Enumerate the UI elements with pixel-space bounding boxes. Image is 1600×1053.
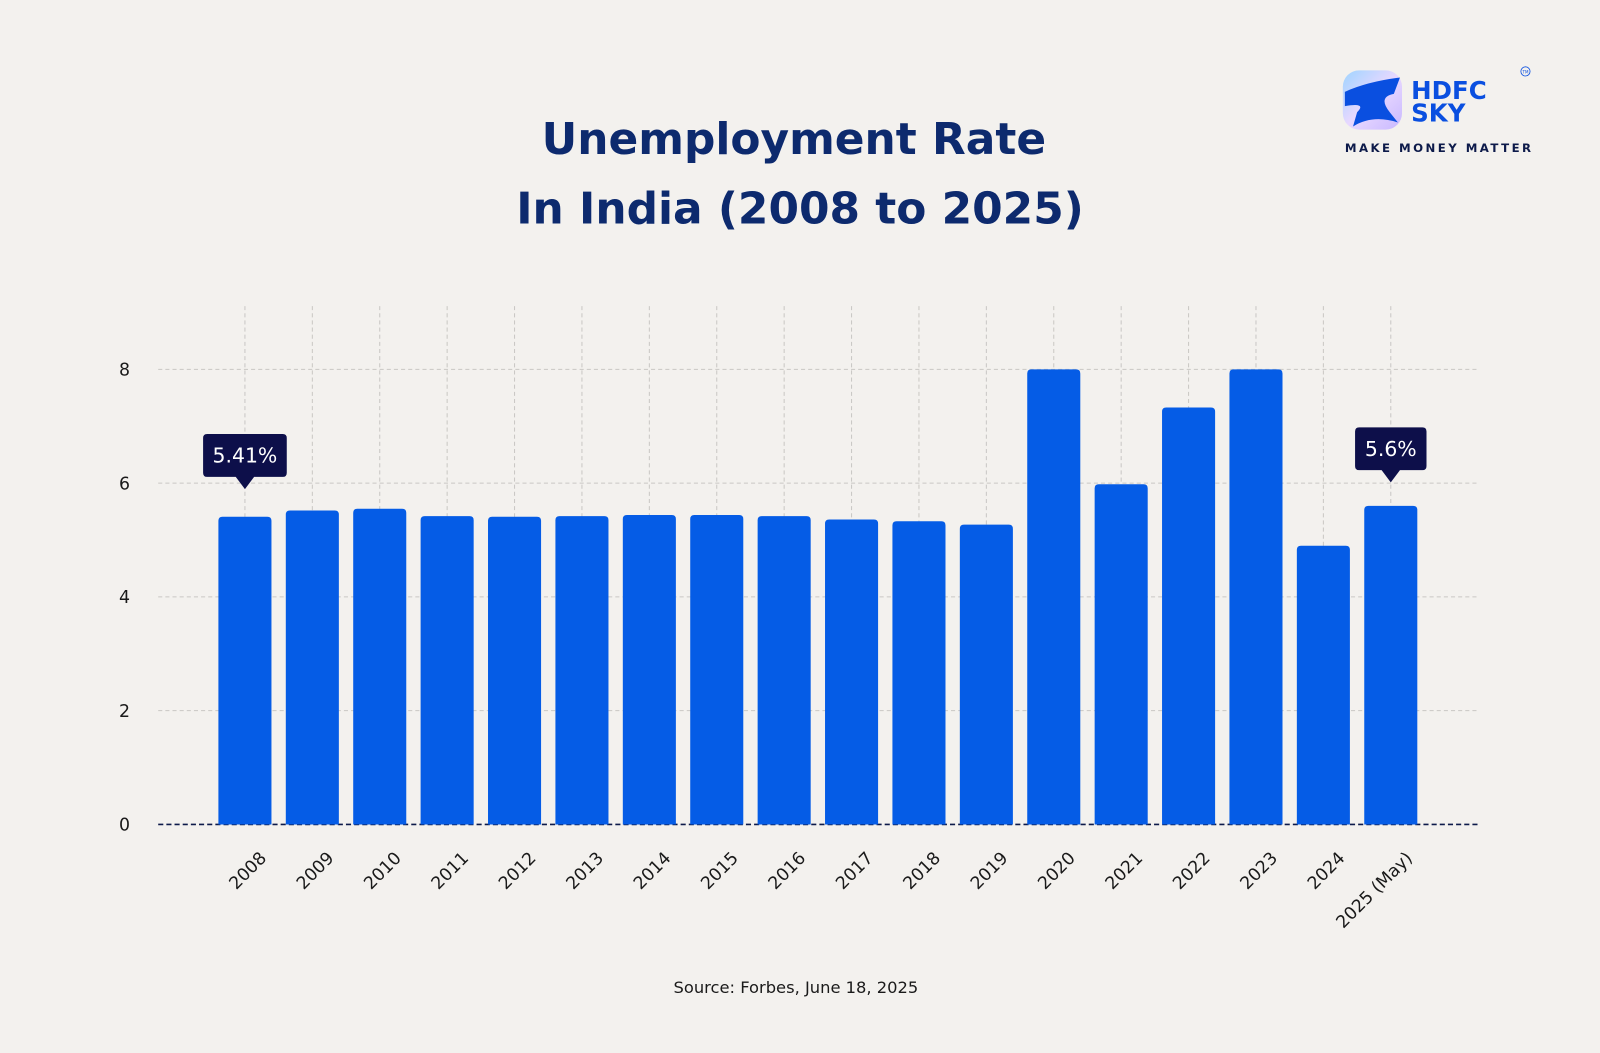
y-tick-label: 0 <box>119 816 130 836</box>
annotation-tooltip: 5.41% <box>203 434 287 490</box>
x-tick-label: 2012 <box>495 849 540 894</box>
bar-2009 <box>285 510 339 825</box>
bar-2012 <box>488 516 542 825</box>
bar-2010 <box>353 508 407 825</box>
x-tick-label: 2016 <box>765 849 810 894</box>
bar-2016 <box>757 516 811 825</box>
trademark-mark: TM <box>1521 69 1528 74</box>
bar-2014 <box>622 514 676 825</box>
x-tick-label: 2008 <box>226 849 271 894</box>
chart-title-line1: Unemployment Rate <box>542 114 1046 165</box>
brand-name-line1: HDFC <box>1411 76 1486 105</box>
annotation-label: 5.41% <box>213 444 278 468</box>
y-tick-label: 2 <box>119 702 130 722</box>
hdfc-sky-logo: HDFC SKY TM MAKE MONEY MATTER <box>1342 66 1534 155</box>
brand-name-line2: SKY <box>1411 98 1466 127</box>
annotations: 5.41% 5.6% <box>203 427 1427 490</box>
x-tick-label: 2020 <box>1034 849 1079 894</box>
brand-tagline: MAKE MONEY MATTER <box>1345 141 1534 155</box>
bar-2020 <box>1027 369 1081 825</box>
source-note: Source: Forbes, June 18, 2025 <box>674 978 919 997</box>
bar-2011 <box>420 516 474 825</box>
bar-2013 <box>555 516 609 825</box>
bar-2021 <box>1094 484 1148 825</box>
chart-title-line2: In India (2008 to 2025) <box>516 183 1084 234</box>
bar-2018 <box>892 521 946 825</box>
x-tick-label: 2015 <box>697 849 742 894</box>
annotation-tooltip-box <box>203 434 287 490</box>
annotation-tooltip-box <box>1355 427 1427 483</box>
x-tick-label: 2013 <box>563 849 608 894</box>
bar-2025-may <box>1364 505 1418 825</box>
bar-2017 <box>825 519 879 825</box>
x-tick-label: 2011 <box>428 849 473 894</box>
bar-2024 <box>1296 545 1350 825</box>
logo-swoosh-icon <box>1344 77 1400 127</box>
y-axis: 0 2 4 6 8 <box>119 360 130 835</box>
y-tick-label: 6 <box>119 474 130 494</box>
annotation-label: 5.6% <box>1365 437 1417 461</box>
x-tick-label: 2023 <box>1237 849 1282 894</box>
y-tick-label: 4 <box>119 588 130 608</box>
x-tick-label: 2009 <box>293 849 338 894</box>
bar-2019 <box>959 524 1013 825</box>
x-tick-label: 2024 <box>1304 849 1349 894</box>
x-tick-label: 2018 <box>900 849 945 894</box>
x-tick-label: 2019 <box>967 849 1012 894</box>
x-tick-label: 2022 <box>1169 849 1214 894</box>
bar-2022 <box>1162 407 1216 825</box>
annotation-tooltip: 5.6% <box>1355 427 1427 483</box>
x-tick-label: 2014 <box>630 849 675 894</box>
bars <box>218 369 1418 825</box>
bar-2008 <box>218 516 272 825</box>
x-tick-label: 2010 <box>360 849 405 894</box>
x-tick-label: 2021 <box>1102 849 1147 894</box>
y-tick-label: 8 <box>119 360 130 380</box>
bar-2015 <box>690 514 744 825</box>
x-tick-label: 2017 <box>832 849 877 894</box>
bar-2023 <box>1229 369 1283 825</box>
x-axis: 2008 2009 2010 2011 2012 2013 2014 2015 2016 2017… <box>226 849 1417 933</box>
